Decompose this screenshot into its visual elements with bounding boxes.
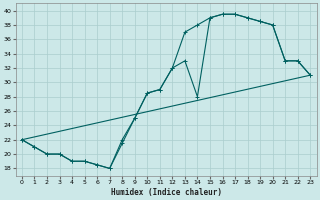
X-axis label: Humidex (Indice chaleur): Humidex (Indice chaleur) bbox=[111, 188, 221, 197]
